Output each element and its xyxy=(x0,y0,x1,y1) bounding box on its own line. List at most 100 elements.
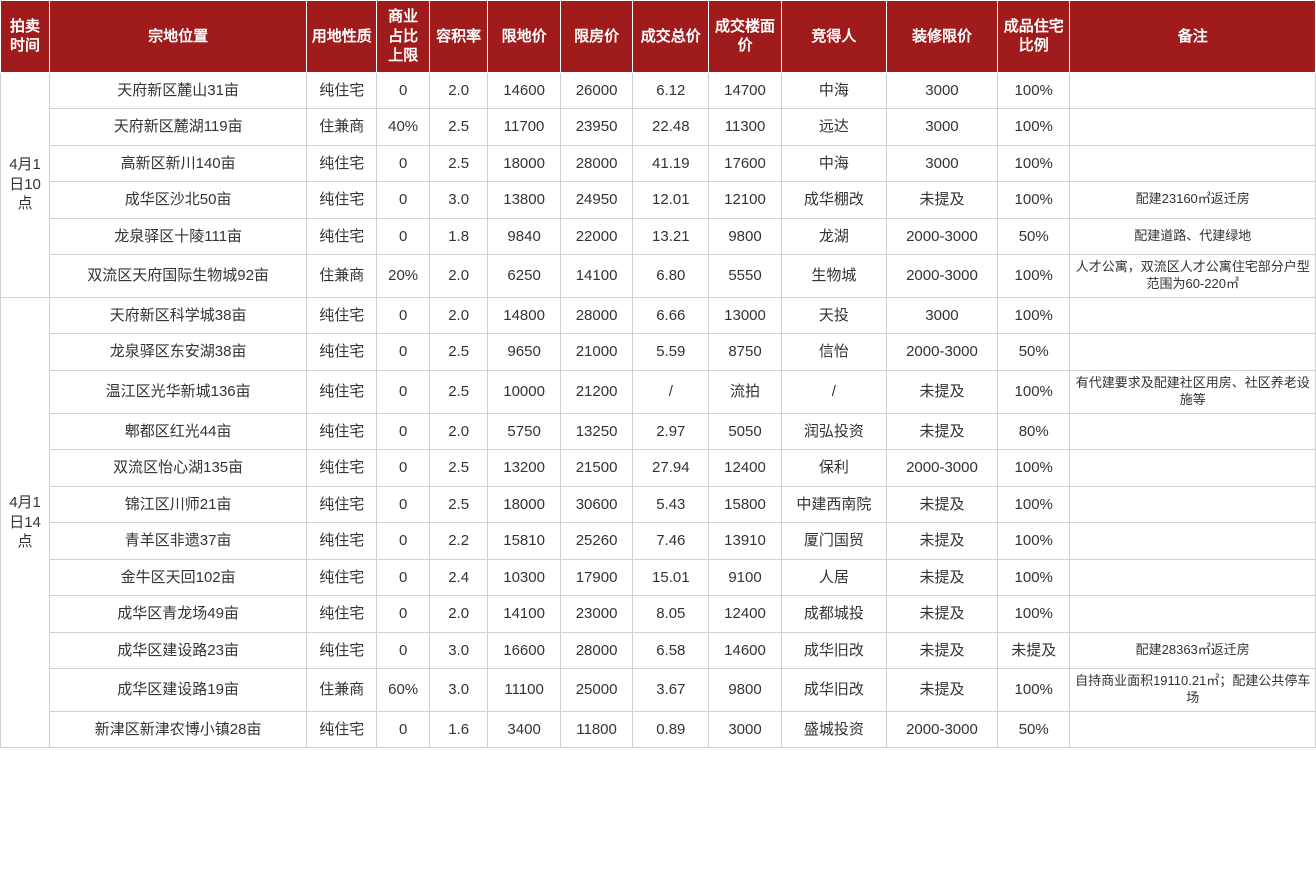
cell-bizcap: 0 xyxy=(377,413,430,450)
cell-nature: 纯住宅 xyxy=(307,334,377,371)
cell-floor: 14700 xyxy=(709,72,781,109)
cell-remark xyxy=(1070,72,1316,109)
table-row: 金牛区天回102亩纯住宅02.4103001790015.019100人居未提及… xyxy=(1,559,1316,596)
cell-floor: 13000 xyxy=(709,297,781,334)
cell-bidder: 成华旧改 xyxy=(781,669,886,712)
cell-land: 13800 xyxy=(488,182,560,219)
cell-total: 12.01 xyxy=(633,182,709,219)
cell-floor: 5550 xyxy=(709,255,781,298)
cell-total: 6.66 xyxy=(633,297,709,334)
cell-ratio: 100% xyxy=(997,596,1069,633)
cell-remark: 自持商业面积19110.21㎡；配建公共停车场 xyxy=(1070,669,1316,712)
cell-far: 3.0 xyxy=(429,632,487,669)
cell-remark xyxy=(1070,145,1316,182)
cell-floor: 14600 xyxy=(709,632,781,669)
col-floor: 成交楼面价 xyxy=(709,1,781,73)
cell-land: 18000 xyxy=(488,145,560,182)
land-auction-table: 拍卖时间 宗地位置 用地性质 商业占比上限 容积率 限地价 限房价 成交总价 成… xyxy=(0,0,1316,748)
cell-total: 3.67 xyxy=(633,669,709,712)
cell-ratio: 80% xyxy=(997,413,1069,450)
cell-floor: 12400 xyxy=(709,450,781,487)
cell-loc: 双流区怡心湖135亩 xyxy=(50,450,307,487)
cell-loc: 天府新区麓湖119亩 xyxy=(50,109,307,146)
cell-house: 26000 xyxy=(560,72,632,109)
cell-bizcap: 0 xyxy=(377,711,430,748)
cell-ratio: 50% xyxy=(997,218,1069,255)
cell-remark: 配建23160㎡返迁房 xyxy=(1070,182,1316,219)
cell-ratio: 未提及 xyxy=(997,632,1069,669)
cell-floor: 12400 xyxy=(709,596,781,633)
cell-time: 4月1日10点 xyxy=(1,72,50,297)
cell-deco: 2000-3000 xyxy=(886,218,997,255)
cell-far: 3.0 xyxy=(429,182,487,219)
cell-ratio: 100% xyxy=(997,255,1069,298)
cell-bidder: 成华旧改 xyxy=(781,632,886,669)
table-row: 双流区天府国际生物城92亩住兼商20%2.06250141006.805550生… xyxy=(1,255,1316,298)
col-bidder: 竞得人 xyxy=(781,1,886,73)
table-row: 成华区青龙场49亩纯住宅02.014100230008.0512400成都城投未… xyxy=(1,596,1316,633)
table-row: 成华区建设路19亩住兼商60%3.011100250003.679800成华旧改… xyxy=(1,669,1316,712)
cell-bidder: 人居 xyxy=(781,559,886,596)
cell-land: 11100 xyxy=(488,669,560,712)
table-row: 成华区建设路23亩纯住宅03.016600280006.5814600成华旧改未… xyxy=(1,632,1316,669)
cell-loc: 新津区新津农博小镇28亩 xyxy=(50,711,307,748)
cell-loc: 成华区建设路23亩 xyxy=(50,632,307,669)
cell-land: 11700 xyxy=(488,109,560,146)
cell-house: 23000 xyxy=(560,596,632,633)
cell-bizcap: 0 xyxy=(377,523,430,560)
cell-ratio: 100% xyxy=(997,669,1069,712)
cell-deco: 未提及 xyxy=(886,523,997,560)
cell-land: 14600 xyxy=(488,72,560,109)
cell-ratio: 100% xyxy=(997,297,1069,334)
table-row: 天府新区麓湖119亩住兼商40%2.5117002395022.4811300远… xyxy=(1,109,1316,146)
cell-ratio: 100% xyxy=(997,182,1069,219)
cell-far: 2.0 xyxy=(429,255,487,298)
cell-deco: 2000-3000 xyxy=(886,450,997,487)
cell-ratio: 100% xyxy=(997,109,1069,146)
cell-house: 13250 xyxy=(560,413,632,450)
cell-ratio: 100% xyxy=(997,72,1069,109)
cell-remark: 配建28363㎡返迁房 xyxy=(1070,632,1316,669)
cell-nature: 纯住宅 xyxy=(307,297,377,334)
cell-land: 18000 xyxy=(488,486,560,523)
cell-loc: 天府新区科学城38亩 xyxy=(50,297,307,334)
cell-far: 2.0 xyxy=(429,72,487,109)
cell-far: 2.0 xyxy=(429,596,487,633)
cell-bidder: 润弘投资 xyxy=(781,413,886,450)
cell-ratio: 100% xyxy=(997,486,1069,523)
cell-floor: 12100 xyxy=(709,182,781,219)
cell-bidder: 中建西南院 xyxy=(781,486,886,523)
cell-ratio: 50% xyxy=(997,334,1069,371)
cell-bidder: 龙湖 xyxy=(781,218,886,255)
cell-nature: 纯住宅 xyxy=(307,632,377,669)
cell-land: 14800 xyxy=(488,297,560,334)
cell-bidder: 生物城 xyxy=(781,255,886,298)
cell-loc: 龙泉驿区东安湖38亩 xyxy=(50,334,307,371)
cell-ratio: 100% xyxy=(997,559,1069,596)
cell-bidder: 天投 xyxy=(781,297,886,334)
cell-deco: 2000-3000 xyxy=(886,255,997,298)
cell-bidder: 成华棚改 xyxy=(781,182,886,219)
cell-loc: 温江区光华新城136亩 xyxy=(50,370,307,413)
table-row: 青羊区非遗37亩纯住宅02.215810252607.4613910厦门国贸未提… xyxy=(1,523,1316,560)
table-row: 双流区怡心湖135亩纯住宅02.5132002150027.9412400保利2… xyxy=(1,450,1316,487)
table-row: 龙泉驿区十陵111亩纯住宅01.898402200013.219800龙湖200… xyxy=(1,218,1316,255)
cell-house: 22000 xyxy=(560,218,632,255)
cell-bizcap: 0 xyxy=(377,596,430,633)
cell-loc: 天府新区麓山31亩 xyxy=(50,72,307,109)
cell-remark xyxy=(1070,334,1316,371)
cell-far: 2.0 xyxy=(429,297,487,334)
cell-far: 2.5 xyxy=(429,145,487,182)
cell-nature: 纯住宅 xyxy=(307,596,377,633)
cell-land: 9650 xyxy=(488,334,560,371)
cell-bidder: 远达 xyxy=(781,109,886,146)
cell-nature: 纯住宅 xyxy=(307,486,377,523)
cell-total: 5.43 xyxy=(633,486,709,523)
cell-far: 1.6 xyxy=(429,711,487,748)
cell-floor: 17600 xyxy=(709,145,781,182)
cell-land: 10300 xyxy=(488,559,560,596)
cell-house: 21200 xyxy=(560,370,632,413)
cell-loc: 青羊区非遗37亩 xyxy=(50,523,307,560)
col-bizcap: 商业占比上限 xyxy=(377,1,430,73)
cell-bidder: 盛城投资 xyxy=(781,711,886,748)
